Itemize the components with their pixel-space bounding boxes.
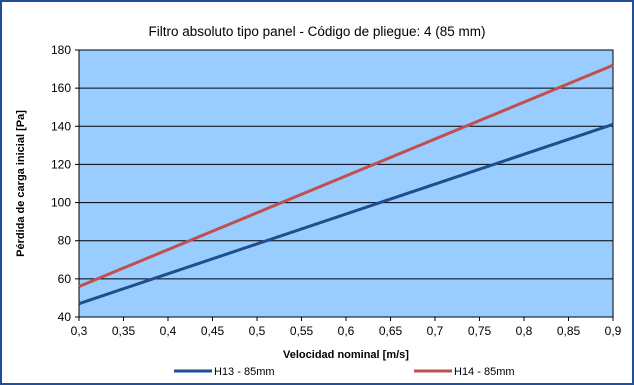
- y-tick-label: 140: [51, 119, 71, 133]
- series-line-2: [78, 63, 614, 288]
- legend: H13 - 85mm H14 - 85mm: [174, 366, 515, 378]
- x-tick-label: 0,35: [112, 324, 136, 338]
- y-tick-label: 120: [51, 157, 71, 171]
- x-tick-label: 0,4: [160, 324, 177, 338]
- x-tick-label: 0,55: [290, 324, 314, 338]
- series-line-1: [78, 122, 614, 306]
- x-tick-label: 0,7: [427, 324, 444, 338]
- y-axis-label: Pérdida de carga inicial [Pa]: [15, 110, 27, 257]
- legend-label-2: H14 - 85mm: [454, 366, 515, 378]
- x-tick-label: 0,45: [201, 324, 225, 338]
- x-tick-label: 0,6: [338, 324, 355, 338]
- chart-title: Filtro absoluto tipo panel - Código de p…: [149, 24, 486, 39]
- x-tick-label: 0,75: [468, 324, 492, 338]
- x-tick-label: 0,8: [516, 324, 533, 338]
- x-tick-label: 0,5: [249, 324, 266, 338]
- x-tick-label: 0,3: [71, 324, 88, 338]
- x-tick-label: 0,65: [379, 324, 403, 338]
- y-tick-label: 60: [58, 272, 72, 286]
- y-tick-label: 40: [58, 310, 72, 324]
- y-tick-label: 100: [51, 196, 71, 210]
- y-tick-label: 160: [51, 81, 71, 95]
- x-tick-label: 0,85: [557, 324, 581, 338]
- y-tick-label: 180: [51, 43, 71, 57]
- x-tick-label: 0,9: [605, 324, 622, 338]
- y-tick-label: 80: [58, 234, 72, 248]
- legend-label-1: H13 - 85mm: [214, 366, 275, 378]
- x-axis-label: Velocidad nominal [m/s]: [283, 349, 409, 361]
